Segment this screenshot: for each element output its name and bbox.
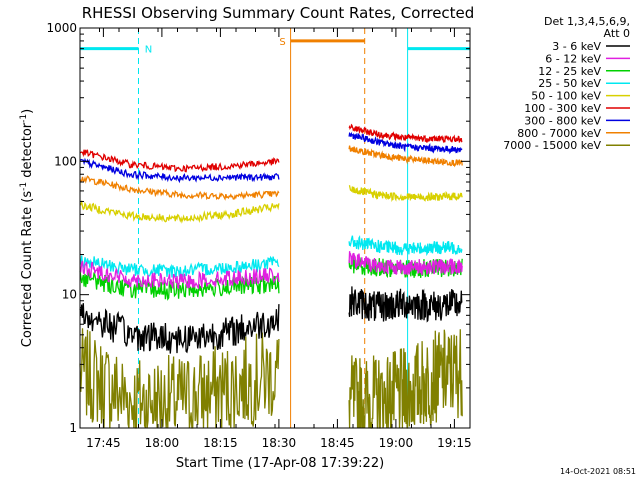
series-line-8 <box>79 175 280 201</box>
y-tick-label: 100 <box>54 154 77 168</box>
legend-label: 6 - 12 keV <box>545 52 601 65</box>
y-tick-label: 10 <box>62 288 77 302</box>
y-axis-label-part: ) <box>20 109 35 114</box>
y-tick-label: 1 <box>69 421 77 435</box>
series-line-7 <box>79 157 280 184</box>
legend-label: 800 - 7000 keV <box>517 127 601 140</box>
series-layer <box>79 123 463 429</box>
chart-title: RHESSI Observing Summary Count Rates, Co… <box>82 4 475 22</box>
series-line-8 <box>348 145 463 168</box>
footer-timestamp: 14-Oct-2021 08:51 <box>560 467 636 476</box>
legend-label: 100 - 300 keV <box>524 102 601 115</box>
series-line-5 <box>79 199 280 224</box>
series-line-2 <box>79 260 280 290</box>
y-axis-label-superscript: -1 <box>19 182 29 191</box>
x-axis-label: Start Time (17-Apr-08 17:39:22) <box>176 456 384 471</box>
y-axis: 1 10 100 1000 <box>46 21 470 435</box>
legend-label: 50 - 100 keV <box>531 90 601 103</box>
series-line-6 <box>348 123 463 144</box>
y-axis-label-part: detector <box>20 122 35 182</box>
legend-label: 12 - 25 keV <box>538 65 601 78</box>
x-tick-label: 19:15 <box>437 436 472 450</box>
x-tick-label: 18:45 <box>320 436 355 450</box>
series-line-7 <box>348 131 463 155</box>
series-line-4 <box>348 235 463 257</box>
legend-header: Det 1,3,4,5,6,9, <box>544 15 630 28</box>
y-axis-label: Corrected Count Rate (s-1 detector-1) <box>19 109 35 347</box>
series-line-2 <box>348 251 463 276</box>
legend-label: 3 - 6 keV <box>552 40 601 53</box>
series-line-1 <box>348 286 463 323</box>
series-line-3 <box>348 256 463 279</box>
legend-label: 7000 - 15000 keV <box>503 139 601 152</box>
legend-header: Att 0 <box>604 27 630 40</box>
x-tick-label: 18:00 <box>145 436 180 450</box>
x-tick-label: 18:15 <box>203 436 238 450</box>
y-axis-label-superscript: -1 <box>19 114 29 123</box>
x-tick-label: 17:45 <box>86 436 121 450</box>
y-tick-label: 1000 <box>46 21 77 35</box>
series-line-6 <box>79 149 280 173</box>
saa-interval-label: S <box>279 37 285 48</box>
legend-label: 300 - 800 keV <box>524 114 601 127</box>
series-line-1 <box>79 303 280 354</box>
series-line-5 <box>348 184 463 203</box>
legend-label: 25 - 50 keV <box>538 77 601 90</box>
y-axis-label-part: Corrected Count Rate (s <box>20 191 35 348</box>
x-tick-label: 19:00 <box>379 436 414 450</box>
series-line-9 <box>348 329 463 429</box>
x-tick-label: 18:30 <box>262 436 297 450</box>
night-interval-label: N <box>145 45 152 56</box>
x-axis: 17:45 18:00 18:15 18:30 18:45 19:00 19:15 <box>86 28 472 450</box>
